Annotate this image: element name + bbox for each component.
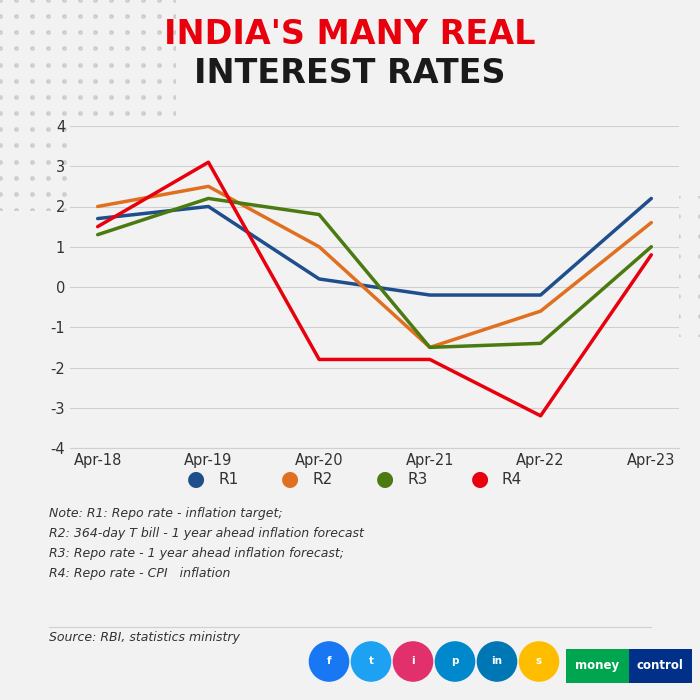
Text: s: s (536, 657, 542, 666)
Text: INDIA'S MANY REAL: INDIA'S MANY REAL (164, 18, 536, 50)
Text: Source: RBI, statistics ministry: Source: RBI, statistics ministry (49, 631, 240, 643)
Text: ●: ● (281, 470, 300, 489)
Text: R3: R3 (407, 472, 428, 487)
Text: i: i (411, 657, 415, 666)
Text: Note: R1: Repo rate - inflation target;
R2: 364-day T bill - 1 year ahead inflat: Note: R1: Repo rate - inflation target; … (49, 508, 364, 580)
Text: ●: ● (376, 470, 394, 489)
Text: R4: R4 (502, 472, 522, 487)
Text: t: t (368, 657, 374, 666)
Text: ●: ● (470, 470, 489, 489)
Text: f: f (327, 657, 331, 666)
Text: R2: R2 (313, 472, 333, 487)
Text: ●: ● (187, 470, 205, 489)
Text: p: p (452, 657, 458, 666)
Text: in: in (491, 657, 503, 666)
Text: INTEREST RATES: INTEREST RATES (195, 57, 505, 90)
Text: R1: R1 (218, 472, 239, 487)
Text: money: money (575, 659, 620, 672)
Text: control: control (637, 659, 683, 672)
